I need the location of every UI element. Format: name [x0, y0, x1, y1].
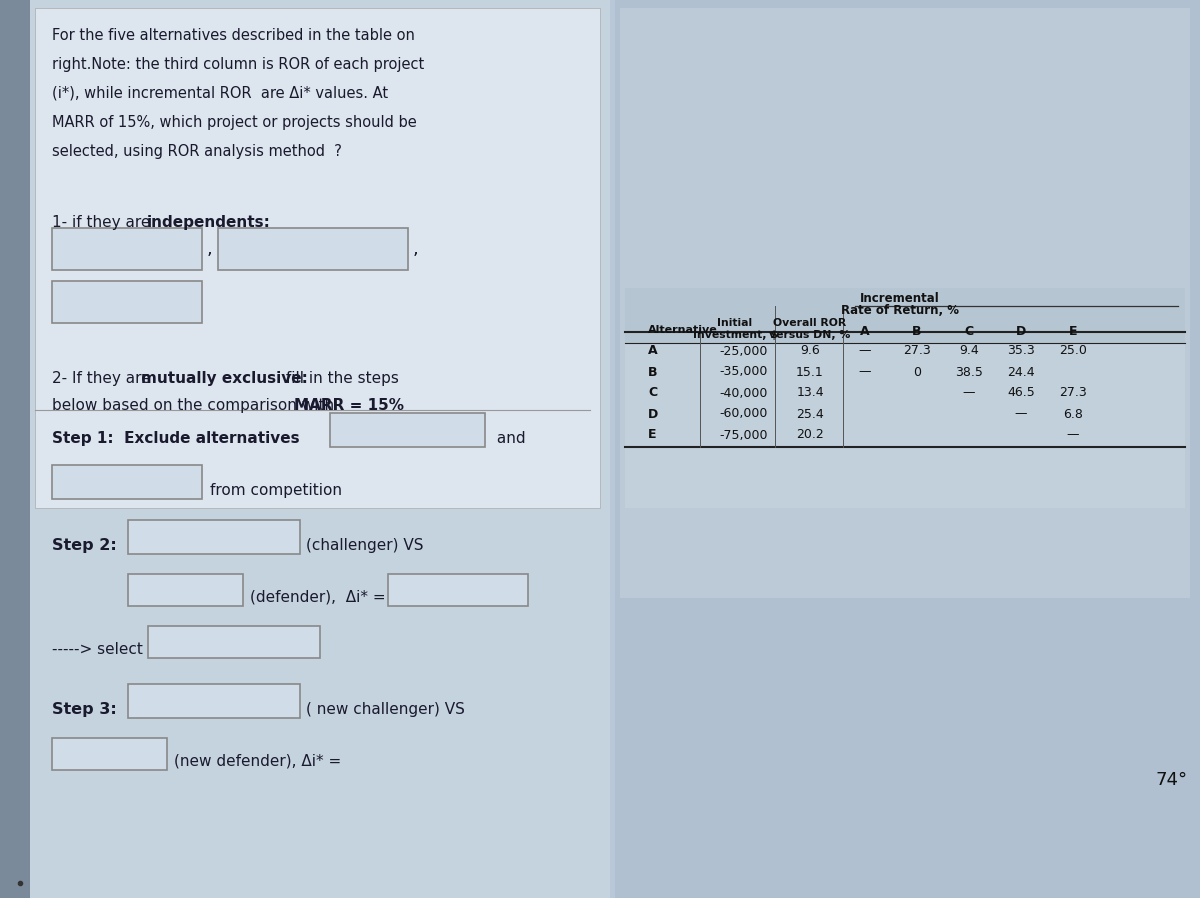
Text: B: B: [912, 325, 922, 338]
Bar: [218, 228, 408, 270]
Text: (i*), while incremental ROR  are Δi* values. At: (i*), while incremental ROR are Δi* valu…: [52, 86, 388, 101]
Text: 25.0: 25.0: [1060, 345, 1087, 357]
Text: ,: ,: [208, 240, 212, 258]
Text: right.Note: the third column is ROR of each project: right.Note: the third column is ROR of e…: [52, 57, 425, 72]
Text: (new defender), Δi* =: (new defender), Δi* =: [174, 754, 341, 769]
Text: MARR of 15%, which project or projects should be: MARR of 15%, which project or projects s…: [52, 115, 416, 130]
Bar: [148, 626, 320, 658]
Text: below based on the comparison with: below based on the comparison with: [52, 398, 340, 413]
Text: fill in the steps: fill in the steps: [281, 371, 398, 386]
Text: Step 2:: Step 2:: [52, 538, 116, 553]
Bar: [330, 413, 485, 447]
Text: A: A: [648, 345, 658, 357]
Text: 15.1: 15.1: [796, 365, 824, 378]
Bar: [128, 684, 300, 718]
Text: 0: 0: [913, 365, 922, 378]
Bar: [52, 465, 202, 499]
Text: from competition: from competition: [210, 483, 342, 498]
Text: Rate of Return, %: Rate of Return, %: [841, 304, 959, 317]
Text: (defender),  Δi* =: (defender), Δi* =: [250, 590, 385, 605]
Text: —: —: [1067, 428, 1079, 442]
Bar: [52, 281, 202, 323]
Text: 9.6: 9.6: [800, 345, 820, 357]
Text: -35,000: -35,000: [720, 365, 768, 378]
Text: —: —: [1015, 408, 1027, 420]
Text: -60,000: -60,000: [720, 408, 768, 420]
Text: D: D: [1016, 325, 1026, 338]
Text: selected, using ROR analysis method  ?: selected, using ROR analysis method ?: [52, 144, 342, 159]
Bar: [616, 0, 1200, 898]
Text: Step 3:: Step 3:: [52, 702, 116, 717]
Text: Initial
Investment, $: Initial Investment, $: [692, 318, 778, 339]
Text: —: —: [859, 365, 871, 378]
Text: A: A: [860, 325, 870, 338]
Text: —: —: [859, 345, 871, 357]
Text: 24.4: 24.4: [1007, 365, 1034, 378]
Text: 1- if they are: 1- if they are: [52, 215, 155, 230]
Text: Alternative: Alternative: [648, 325, 718, 335]
Text: For the five alternatives described in the table on: For the five alternatives described in t…: [52, 28, 415, 43]
Text: Incremental: Incremental: [860, 292, 940, 305]
Bar: [35, 8, 600, 508]
Text: and: and: [492, 431, 526, 446]
Text: -----> select: -----> select: [52, 642, 143, 657]
Text: 27.3: 27.3: [1060, 386, 1087, 400]
Text: —: —: [962, 386, 976, 400]
Text: ,: ,: [413, 240, 419, 258]
Text: E: E: [648, 428, 656, 442]
Text: 38.5: 38.5: [955, 365, 983, 378]
Text: -25,000: -25,000: [720, 345, 768, 357]
Bar: [128, 574, 242, 606]
Text: (challenger) VS: (challenger) VS: [306, 538, 424, 553]
Text: 9.4: 9.4: [959, 345, 979, 357]
Bar: [52, 228, 202, 270]
Text: D: D: [648, 408, 659, 420]
Text: B: B: [648, 365, 658, 378]
Text: MARR = 15%: MARR = 15%: [294, 398, 404, 413]
Text: 20.2: 20.2: [796, 428, 824, 442]
Text: ( new challenger) VS: ( new challenger) VS: [306, 702, 464, 717]
Bar: [30, 0, 610, 898]
Text: -75,000: -75,000: [720, 428, 768, 442]
Text: 27.3: 27.3: [904, 345, 931, 357]
Bar: [128, 520, 300, 554]
Text: E: E: [1069, 325, 1078, 338]
Bar: [388, 574, 528, 606]
Text: 2- If they are: 2- If they are: [52, 371, 156, 386]
Text: Overall ROR
versus DN, %: Overall ROR versus DN, %: [769, 318, 851, 339]
Text: 25.4: 25.4: [796, 408, 824, 420]
Text: independents:: independents:: [148, 215, 271, 230]
Bar: [625, 288, 1186, 343]
Bar: [625, 288, 1186, 508]
Text: C: C: [965, 325, 973, 338]
Text: 46.5: 46.5: [1007, 386, 1034, 400]
Bar: [52, 738, 167, 770]
Bar: [620, 8, 1190, 598]
Text: -40,000: -40,000: [720, 386, 768, 400]
Bar: [0, 0, 30, 898]
Text: 74°: 74°: [1156, 771, 1188, 789]
Text: C: C: [648, 386, 658, 400]
Text: 35.3: 35.3: [1007, 345, 1034, 357]
Text: Step 1:  Exclude alternatives: Step 1: Exclude alternatives: [52, 431, 300, 446]
Text: 13.4: 13.4: [796, 386, 824, 400]
Text: 6.8: 6.8: [1063, 408, 1082, 420]
Text: mutually exclusive:: mutually exclusive:: [142, 371, 308, 386]
